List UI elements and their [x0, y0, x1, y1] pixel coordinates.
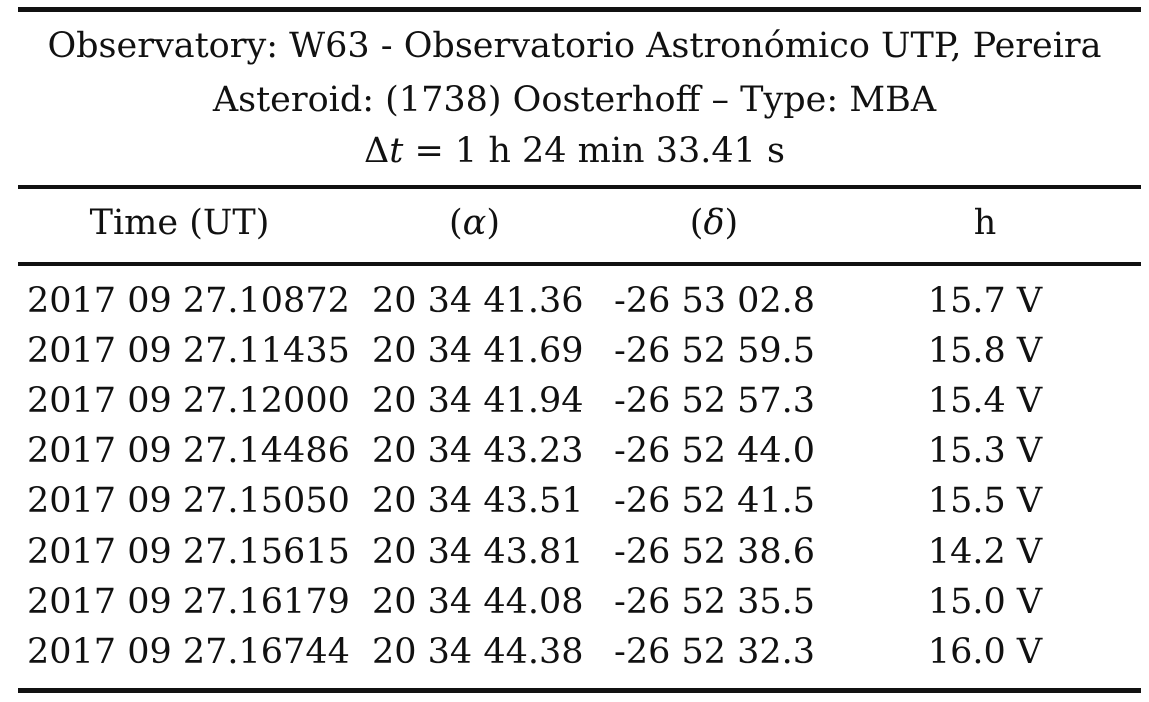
cell-dec: -26 52 41.5: [614, 481, 816, 521]
header-time: Time (UT): [89, 203, 270, 243]
cell-ra: 20 34 41.94: [372, 381, 584, 421]
cell-mag: 15.8 V: [927, 331, 1043, 371]
cell-mag: 15.7 V: [927, 281, 1043, 321]
cell-ra: 20 34 43.81: [372, 532, 584, 572]
delta-value: = 1 h 24 min 33.41 s: [403, 131, 785, 171]
bottom-rule: [18, 688, 1141, 693]
asteroid-text: Asteroid: (1738) Oosterhoff – Type: MBA: [212, 80, 937, 120]
cell-ra: 20 34 44.08: [372, 582, 584, 622]
dec-close-paren: ): [724, 203, 739, 243]
ra-close-paren: ): [486, 203, 500, 243]
cell-ra: 20 34 43.51: [372, 481, 584, 521]
cell-mag: 16.0 V: [927, 632, 1043, 672]
cell-mag: 15.5 V: [927, 481, 1043, 521]
cell-time: 2017 09 27.15050: [27, 481, 350, 521]
cell-dec: -26 52 59.5: [614, 331, 816, 371]
cell-ra: 20 34 43.23: [372, 431, 584, 471]
cell-time: 2017 09 27.16744: [27, 632, 350, 672]
delta-variable: t: [389, 131, 404, 171]
observatory-text: Observatory: W63 - Observatorio Astronóm…: [47, 26, 1102, 66]
cell-dec: -26 52 44.0: [614, 431, 816, 471]
cell-time: 2017 09 27.14486: [27, 431, 350, 471]
cell-mag: 15.4 V: [927, 381, 1043, 421]
delta-symbol-header: δ: [703, 203, 725, 243]
cell-ra: 20 34 41.69: [372, 331, 584, 371]
top-rule: [18, 7, 1141, 12]
delta-t-caption: Δt = 1 h 24 min 33.41 s: [0, 129, 1149, 173]
cell-time: 2017 09 27.12000: [27, 381, 350, 421]
cell-ra: 20 34 41.36: [372, 281, 584, 321]
observatory-caption: Observatory: W63 - Observatorio Astronóm…: [0, 24, 1149, 68]
cell-ra: 20 34 44.38: [372, 632, 584, 672]
cell-mag: 14.2 V: [927, 532, 1043, 572]
header-declination: (δ): [614, 201, 814, 245]
cell-time: 2017 09 27.10872: [27, 281, 350, 321]
ra-open-paren: (: [449, 203, 463, 243]
header-right-ascension: (α): [372, 201, 577, 245]
dec-open-paren: (: [689, 203, 704, 243]
cell-dec: -26 52 57.3: [614, 381, 816, 421]
cell-time: 2017 09 27.15615: [27, 532, 350, 572]
cell-mag: 15.3 V: [927, 431, 1043, 471]
delta-symbol: Δ: [364, 131, 390, 171]
header-magnitude: h: [973, 203, 997, 243]
header-bottom-rule: [18, 262, 1141, 266]
cell-dec: -26 52 38.6: [614, 532, 816, 572]
asteroid-caption: Asteroid: (1738) Oosterhoff – Type: MBA: [0, 78, 1149, 122]
cell-time: 2017 09 27.11435: [27, 331, 350, 371]
cell-dec: -26 52 32.3: [614, 632, 816, 672]
alpha-symbol: α: [462, 203, 487, 243]
header-top-rule: [18, 185, 1141, 189]
cell-mag: 15.0 V: [927, 582, 1043, 622]
cell-dec: -26 53 02.8: [614, 281, 816, 321]
cell-dec: -26 52 35.5: [614, 582, 816, 622]
cell-time: 2017 09 27.16179: [27, 582, 350, 622]
